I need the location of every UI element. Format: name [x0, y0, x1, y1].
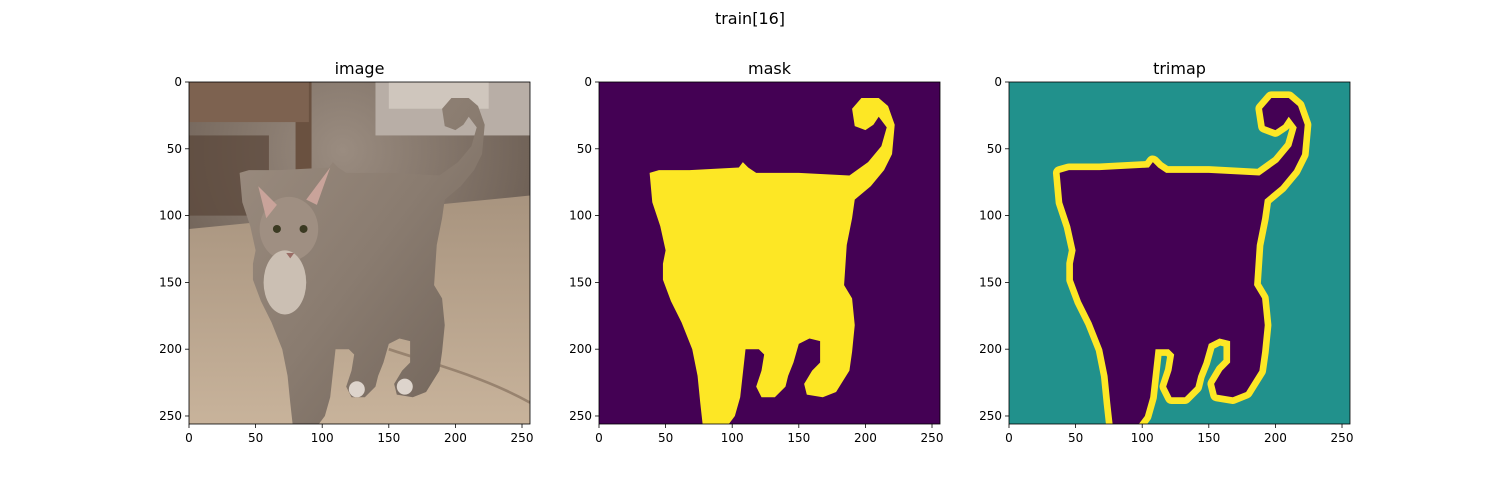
- panel-title-image: image: [335, 59, 385, 78]
- x-tick-label: 250: [1331, 431, 1354, 445]
- photo-cat-paw-1: [348, 381, 365, 398]
- x-tick-label: 200: [444, 431, 467, 445]
- x-tick-label: 0: [1005, 431, 1013, 445]
- x-tick-label: 50: [1068, 431, 1083, 445]
- y-tick-label: 100: [569, 209, 592, 223]
- x-tick-label: 100: [721, 431, 744, 445]
- y-tick-label: 200: [159, 342, 182, 356]
- photo-cat-chest: [263, 250, 307, 315]
- y-tick-label: 50: [987, 142, 1002, 156]
- y-tick-label: 0: [174, 75, 182, 89]
- x-tick-label: 150: [787, 431, 810, 445]
- y-tick-label: 250: [159, 409, 182, 423]
- y-tick-label: 150: [569, 275, 592, 289]
- y-tick-label: 150: [979, 275, 1002, 289]
- y-tick-label: 250: [569, 409, 592, 423]
- x-tick-label: 100: [311, 431, 334, 445]
- panel-image: image: [159, 59, 533, 445]
- figure-suptitle: train[16]: [715, 9, 785, 28]
- y-tick-label: 0: [584, 75, 592, 89]
- photo-cat-head: [259, 196, 319, 262]
- panel-title-mask: mask: [748, 59, 792, 78]
- y-tick-label: 100: [979, 209, 1002, 223]
- x-tick-label: 200: [854, 431, 877, 445]
- y-tick-label: 200: [569, 342, 592, 356]
- x-tick-label: 50: [658, 431, 673, 445]
- image-plot-area: [189, 82, 530, 424]
- x-tick-label: 100: [1131, 431, 1154, 445]
- trimap-plot-area: [1009, 82, 1350, 424]
- x-tick-label: 250: [921, 431, 944, 445]
- mask-axes-frame: [598, 81, 941, 425]
- photo-chair: [189, 82, 309, 123]
- x-tick-label: 250: [511, 431, 534, 445]
- panel-title-trimap: trimap: [1153, 59, 1206, 78]
- x-tick-label: 50: [248, 431, 263, 445]
- x-tick-label: 150: [1197, 431, 1220, 445]
- photo-cat-eye-left: [272, 224, 281, 233]
- photo-cat-nose: [286, 253, 295, 259]
- photo-cat-ear-left: [258, 186, 277, 219]
- y-tick-label: 200: [979, 342, 1002, 356]
- trimap-axes-frame: [1008, 81, 1351, 425]
- photo-cat-eye-right: [299, 224, 308, 233]
- y-tick-label: 150: [159, 275, 182, 289]
- x-tick-label: 0: [185, 431, 193, 445]
- photo-carpet-crease: [388, 347, 530, 404]
- photo-cat-paw-2: [396, 378, 413, 395]
- mask-plot-area: [599, 82, 940, 424]
- x-tick-label: 150: [377, 431, 400, 445]
- y-tick-label: 0: [994, 75, 1002, 89]
- y-tick-label: 50: [167, 142, 182, 156]
- y-tick-label: 250: [979, 409, 1002, 423]
- y-tick-label: 50: [577, 142, 592, 156]
- photo-cat-ear-right: [306, 167, 331, 205]
- image-axes-frame: [188, 81, 531, 425]
- y-tick-label: 100: [159, 209, 182, 223]
- x-tick-label: 0: [595, 431, 603, 445]
- x-tick-label: 200: [1264, 431, 1287, 445]
